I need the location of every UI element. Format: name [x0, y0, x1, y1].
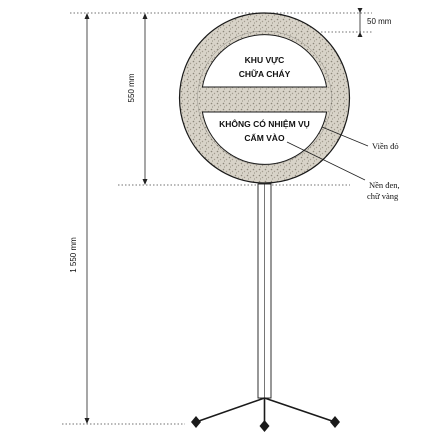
callout-background-line2: chữ vàng: [367, 191, 399, 201]
callout-background-line1: Nền đen,: [369, 180, 400, 190]
callout-background-leader: [286, 141, 366, 181]
sign-top-panel: [201, 34, 328, 88]
base-stand: [191, 397, 340, 432]
border-width-label: 50 mm: [367, 17, 392, 26]
total-height-dimension: [84, 13, 90, 424]
sign-bottom-line2: CẤM VÀO: [244, 133, 285, 143]
border-width-dimension: [357, 8, 363, 37]
sign-top-line2: CHỮA CHÁY: [239, 69, 291, 79]
callout-border-leader: [321, 126, 369, 147]
callout-border-label: Viền đỏ: [372, 141, 399, 151]
sign-bottom-panel: [201, 111, 328, 165]
sign-top-line1: KHU VỰC: [245, 55, 285, 65]
total-height-label: 1 550 mm: [69, 237, 78, 273]
sign-height-dimension: [142, 13, 148, 185]
sign-bottom-line1: KHÔNG CÓ NHIỆM VỤ: [219, 118, 310, 129]
sign-pole: [257, 183, 272, 399]
sign-height-label: 550 mm: [127, 73, 136, 102]
